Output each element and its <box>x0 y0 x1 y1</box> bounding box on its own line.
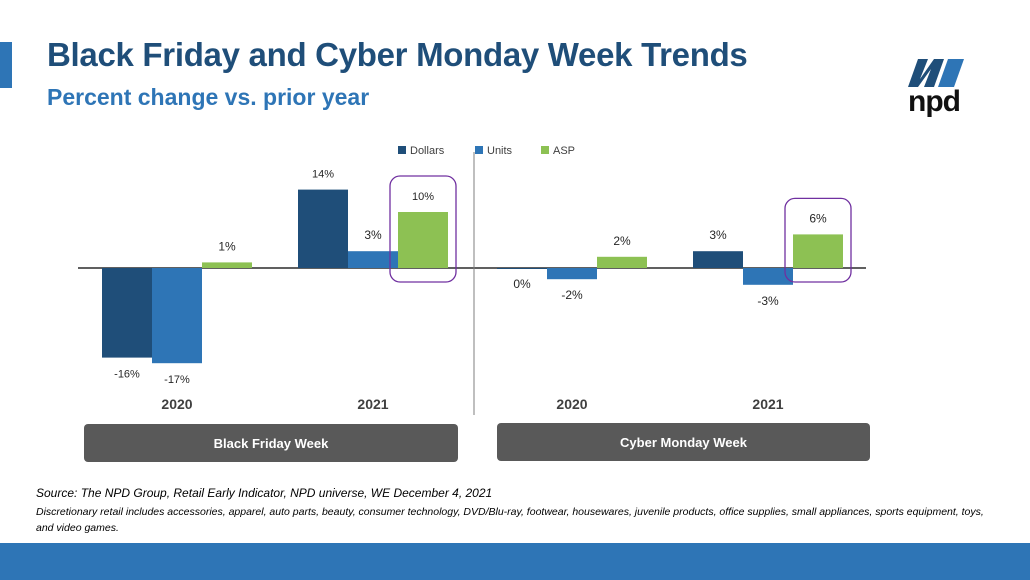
accent-bar <box>0 42 12 88</box>
logo-text: npd <box>908 85 961 118</box>
bar-cyber-monday-week-2020-dollars <box>497 268 547 269</box>
x-tick-label-2020: 2020 <box>161 396 192 412</box>
bar-cyber-monday-week-2021-asp <box>793 234 843 268</box>
data-label-2021-units: -3% <box>757 294 779 308</box>
bar-black-friday-week-2020-asp <box>202 262 252 268</box>
panel-label: Cyber Monday Week <box>620 434 747 450</box>
chart: Dollars Units ASP -16% -17% 1% 2020 14% 3% 10% 202… <box>78 145 866 415</box>
highlight-box-black-friday-week <box>389 175 457 283</box>
data-label-2021-units: 3% <box>364 228 382 242</box>
x-tick-label-2021: 2021 <box>357 396 388 412</box>
highlight-box-cyber-monday-week <box>784 197 852 283</box>
bar-cyber-monday-week-2021-units <box>743 268 793 285</box>
data-label-2020-asp: 1% <box>218 239 236 253</box>
data-label-2021-dollars: 3% <box>709 228 727 242</box>
bar-black-friday-week-2021-units <box>348 251 398 268</box>
x-tick-label-2021: 2021 <box>752 396 783 412</box>
data-label-2020-units: -2% <box>561 288 583 302</box>
x-tick-label-2020: 2020 <box>556 396 587 412</box>
footnote: Discretionary retail includes accessorie… <box>36 506 984 534</box>
data-label-2020-units: -17% <box>164 374 190 386</box>
page-subtitle: Percent change vs. prior year <box>47 84 370 110</box>
data-label-2020-asp: 2% <box>613 234 631 248</box>
source-note: Source: The NPD Group, Retail Early Indi… <box>36 486 493 500</box>
bar-black-friday-week-2020-units <box>152 268 202 364</box>
npd-logo-icon <box>908 59 964 87</box>
data-label-2021-asp: 6% <box>809 211 827 225</box>
bar-black-friday-week-2021-dollars <box>298 189 348 268</box>
panel-black-friday-week: Black Friday Week <box>84 424 458 462</box>
legend-swatch-asp <box>541 146 549 154</box>
legend-label-asp: ASP <box>553 145 575 157</box>
legend-swatch-dollars <box>398 146 406 154</box>
legend-swatch-units <box>475 146 483 154</box>
panel-cyber-monday-week: Cyber Monday Week <box>497 423 870 461</box>
legend-label-dollars: Dollars <box>410 145 445 157</box>
data-label-2021-asp: 10% <box>412 191 434 203</box>
footer-bar <box>0 543 1030 580</box>
bar-cyber-monday-week-2020-asp <box>597 256 647 268</box>
bar-cyber-monday-week-2020-units <box>547 268 597 280</box>
legend-label-units: Units <box>487 145 513 157</box>
data-label-2020-dollars: 0% <box>513 277 531 291</box>
page-title: Black Friday and Cyber Monday Week Trend… <box>47 36 748 73</box>
bar-black-friday-week-2021-asp <box>398 212 448 268</box>
data-label-2020-dollars: -16% <box>114 369 140 381</box>
npd-logo: npd <box>898 55 970 123</box>
panel-label: Black Friday Week <box>213 435 329 451</box>
bar-cyber-monday-week-2021-dollars <box>693 251 743 268</box>
bar-black-friday-week-2020-dollars <box>102 268 152 358</box>
data-label-2021-dollars: 14% <box>312 169 334 181</box>
